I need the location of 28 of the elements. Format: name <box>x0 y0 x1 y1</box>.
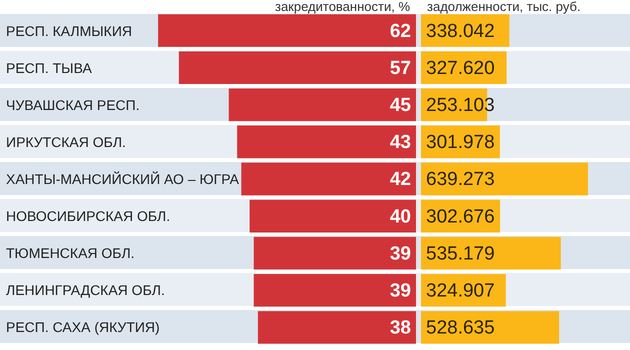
data-label: 38 <box>390 318 411 339</box>
data-label: 43 <box>390 132 411 154</box>
y-tick-label: РЕСП. ТЫВА <box>6 60 92 76</box>
y-tick-label: ИРКУТСКАЯ ОБЛ. <box>6 134 126 150</box>
data-label: 42 <box>390 169 411 190</box>
data-label: 57 <box>390 58 411 79</box>
data-label: 39 <box>390 280 411 302</box>
data-label: 535.179 <box>426 243 495 264</box>
y-tick-label: ТЮМЕНСКАЯ ОБЛ. <box>6 245 135 262</box>
data-label: 639.273 <box>426 169 495 190</box>
data-label: 39 <box>390 243 411 264</box>
data-label: 338.042 <box>426 20 495 42</box>
data-label: 62 <box>390 20 411 42</box>
data-label: 45 <box>390 95 412 116</box>
data-label: 40 <box>390 206 411 228</box>
y-tick-label: НОВОСИБИРСКАЯ ОБЛ. <box>6 208 170 224</box>
data-label: 528.635 <box>426 318 495 339</box>
y-tick-label: ЛЕНИНГРАДСКАЯ ОБЛ. <box>6 282 165 298</box>
data-label: 301.978 <box>426 132 495 154</box>
data-label: 324.907 <box>426 280 495 302</box>
y-tick-label: РЕСП. САХА (ЯКУТИЯ) <box>6 319 160 336</box>
y-tick-label: РЕСП. КАЛМЫКИЯ <box>6 22 132 39</box>
data-label: 327.620 <box>426 58 495 79</box>
chart-title: закредитованности, % <box>274 0 410 14</box>
y-tick-label: ХАНТЫ-МАНСИЙСКИЙ АО – ЮГРА <box>6 171 239 187</box>
y-tick-label: ЧУВАШСКАЯ РЕСП. <box>6 96 140 113</box>
data-label: 302.676 <box>426 206 495 228</box>
chart-title: задолженности, тыс. руб. <box>427 0 581 14</box>
